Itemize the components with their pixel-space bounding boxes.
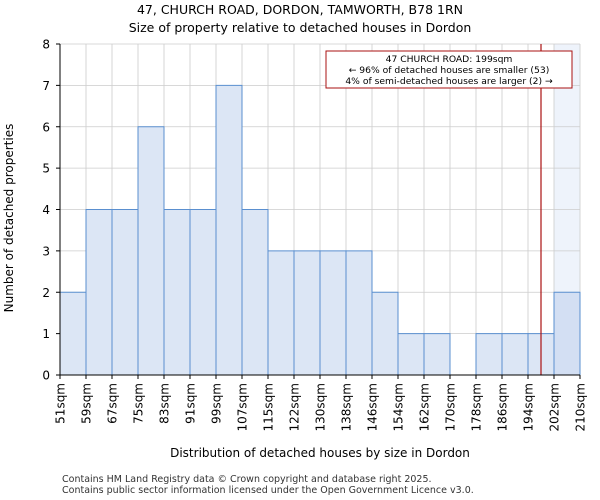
- y-tick-label: 2: [42, 286, 50, 300]
- x-tick-label: 59sqm: [80, 383, 94, 424]
- histogram-bar: [371, 291, 399, 376]
- histogram-bar: [319, 250, 347, 376]
- histogram-bar: [215, 84, 243, 376]
- histogram-bar: [423, 333, 451, 376]
- y-tick-labels: 0 1 2 3 4 5 6 7 8: [42, 38, 50, 383]
- histogram-bar: [189, 209, 217, 376]
- y-tick-label: 6: [42, 120, 50, 134]
- x-tick-label: 75sqm: [132, 383, 146, 424]
- histogram-bar: [345, 250, 373, 376]
- x-tick-label: 115sqm: [262, 383, 276, 431]
- y-axis-label: Number of detached properties: [2, 124, 16, 313]
- x-tick-label: 83sqm: [158, 383, 172, 424]
- x-tick-label: 51sqm: [54, 383, 68, 424]
- y-tick-label: 1: [42, 327, 50, 341]
- histogram-bar: [59, 291, 87, 376]
- x-tick-label: 178sqm: [470, 383, 484, 431]
- histogram-bar: [293, 250, 321, 376]
- histogram-bar: [475, 333, 503, 376]
- histogram-bar: [397, 333, 425, 376]
- y-tick-label: 7: [42, 79, 50, 93]
- x-tick-label: 154sqm: [392, 383, 406, 431]
- y-tick-label: 0: [42, 369, 50, 383]
- y-tick-label: 4: [42, 203, 50, 217]
- axis-layer: [56, 43, 581, 379]
- chart-subtitle: Size of property relative to detached ho…: [128, 20, 472, 35]
- x-tick-label: 130sqm: [314, 383, 328, 431]
- annotation-box: [325, 50, 573, 89]
- x-tick-label: 194sqm: [522, 383, 536, 431]
- x-tick-label: 107sqm: [236, 383, 250, 431]
- histogram-bar: [163, 209, 191, 376]
- x-tick-label: 67sqm: [106, 383, 120, 424]
- x-tick-labels: 51sqm 59sqm 67sqm 75sqm 83sqm 91sqm 99sqm 107sq…: [54, 383, 588, 431]
- x-tick-label: 146sqm: [366, 383, 380, 431]
- y-tick-label: 8: [42, 38, 50, 52]
- histogram-bar: [267, 250, 295, 376]
- histogram-bar: [553, 291, 581, 376]
- annotation-text-line: 47 CHURCH ROAD: 199sqm: [386, 54, 513, 65]
- x-tick-label: 91sqm: [184, 383, 198, 424]
- histogram-bar: [111, 209, 139, 376]
- x-tick-label: 99sqm: [210, 383, 224, 424]
- chart-title: 47, CHURCH ROAD, DORDON, TAMWORTH, B78 1…: [136, 2, 464, 17]
- x-tick-label: 210sqm: [574, 383, 588, 431]
- histogram-bar: [241, 209, 269, 376]
- x-axis-label: Distribution of detached houses by size …: [170, 446, 470, 460]
- annotation-layer: 47 CHURCH ROAD: 199sqm← 96% of detached …: [325, 50, 573, 89]
- annotation-text-line: 4% of semi-detached houses are larger (2…: [345, 76, 553, 87]
- x-tick-label: 162sqm: [418, 383, 432, 431]
- histogram-bar: [85, 209, 113, 376]
- x-tick-label: 202sqm: [548, 383, 562, 431]
- x-tick-label: 186sqm: [496, 383, 510, 431]
- histogram-bar: [137, 126, 165, 376]
- footer-licence: Contains public sector information licen…: [62, 485, 474, 496]
- annotation-text-line: ← 96% of detached houses are smaller (53…: [349, 65, 550, 76]
- y-tick-label: 5: [42, 162, 50, 176]
- x-tick-label: 170sqm: [444, 383, 458, 431]
- x-tick-label: 138sqm: [340, 383, 354, 431]
- footer-copyright: Contains HM Land Registry data © Crown c…: [62, 474, 432, 485]
- bar-layer: [59, 84, 581, 376]
- histogram-bar: [501, 333, 529, 376]
- y-tick-label: 3: [42, 244, 50, 258]
- x-tick-label: 122sqm: [288, 383, 302, 431]
